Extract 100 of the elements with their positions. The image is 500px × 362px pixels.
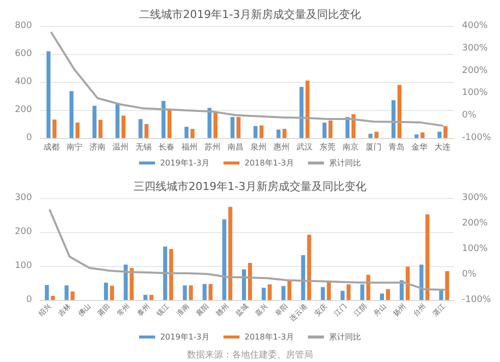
bar bbox=[144, 124, 148, 138]
bar bbox=[230, 117, 234, 138]
y2-tick-label: 100% bbox=[462, 88, 488, 98]
bar bbox=[242, 269, 246, 300]
bar bbox=[320, 287, 325, 300]
y-tick-label: 200 bbox=[14, 227, 32, 237]
source-note: 数据来源：各地住建委、房管局 bbox=[187, 350, 313, 360]
bar bbox=[301, 255, 306, 300]
bar bbox=[340, 290, 345, 300]
bar bbox=[406, 266, 410, 300]
bar bbox=[281, 286, 286, 300]
bar bbox=[162, 100, 166, 138]
bar bbox=[386, 289, 390, 300]
legend-label: 2019年1-3月 bbox=[160, 332, 210, 342]
bar bbox=[444, 126, 448, 138]
bar bbox=[439, 290, 444, 300]
bar bbox=[50, 296, 55, 300]
bar bbox=[368, 134, 372, 138]
bar bbox=[214, 112, 218, 138]
bar bbox=[92, 106, 96, 138]
bar bbox=[208, 108, 212, 138]
chart-title: 二线城市2019年1-3月新房成交量及同比变化 bbox=[139, 8, 361, 21]
x-tick-label: 苏州 bbox=[204, 142, 220, 152]
bar bbox=[307, 234, 312, 300]
bar bbox=[208, 284, 213, 300]
bar bbox=[124, 264, 128, 300]
y-tick-label: 100 bbox=[14, 261, 32, 271]
bar bbox=[398, 84, 402, 138]
bar bbox=[300, 86, 304, 138]
bar bbox=[52, 120, 56, 138]
y-tick-label: 800 bbox=[14, 21, 32, 31]
bar bbox=[262, 288, 266, 300]
x-tick-label: 青岛 bbox=[388, 142, 404, 152]
y2-tick-label: -100% bbox=[462, 295, 492, 305]
y-tick-label: 0 bbox=[26, 133, 32, 143]
bar bbox=[64, 285, 69, 300]
x-tick-label: 南京 bbox=[342, 142, 358, 152]
bar bbox=[222, 219, 226, 300]
bar bbox=[254, 126, 258, 138]
line-series bbox=[50, 32, 444, 127]
bar bbox=[130, 268, 134, 300]
x-tick-label: 南宁 bbox=[66, 142, 82, 152]
bar bbox=[326, 280, 331, 300]
bar bbox=[143, 294, 148, 300]
x-tick-label: 东莞 bbox=[320, 142, 336, 152]
y-tick-label: 300 bbox=[14, 193, 32, 203]
x-tick-label: 福州 bbox=[182, 142, 198, 152]
bar bbox=[366, 274, 370, 300]
bar bbox=[260, 125, 264, 138]
bar bbox=[163, 246, 168, 300]
y2-tick-label: 0% bbox=[462, 110, 477, 121]
bar bbox=[419, 264, 424, 300]
bar bbox=[149, 294, 154, 300]
y2-tick-label: 0% bbox=[462, 270, 477, 280]
bar bbox=[70, 292, 75, 300]
y2-tick-label: 300% bbox=[462, 43, 488, 54]
bar bbox=[306, 80, 310, 138]
legend-label: 2018年1-3月 bbox=[244, 332, 294, 342]
x-tick-label: 泉州 bbox=[250, 142, 266, 152]
bar bbox=[44, 285, 49, 300]
bar bbox=[202, 284, 207, 300]
x-tick-label: 长春 bbox=[158, 142, 174, 152]
bar bbox=[184, 126, 188, 138]
y-tick-label: 400 bbox=[14, 77, 32, 87]
bar bbox=[46, 51, 50, 138]
bar bbox=[328, 120, 332, 138]
bar bbox=[322, 122, 326, 138]
legend-label: 2019年1-3月 bbox=[160, 158, 210, 168]
x-tick-label: 金华 bbox=[412, 142, 428, 152]
bar bbox=[182, 285, 187, 300]
bar bbox=[414, 134, 418, 138]
x-tick-label: 无锡 bbox=[136, 142, 152, 152]
x-tick-label: 大连 bbox=[434, 142, 450, 152]
bar bbox=[282, 128, 286, 138]
bar bbox=[346, 117, 350, 138]
bar bbox=[228, 206, 232, 300]
bar bbox=[352, 114, 356, 138]
y2-tick-label: 400% bbox=[462, 21, 488, 31]
y2-tick-label: 200% bbox=[462, 218, 488, 228]
bar bbox=[236, 117, 240, 138]
x-tick-label: 武汉 bbox=[296, 142, 312, 152]
bar bbox=[76, 122, 80, 138]
chart-title: 三四线城市2019年1-3月新房成交量及同比变化 bbox=[134, 180, 366, 193]
bar bbox=[122, 116, 126, 138]
bar bbox=[110, 286, 114, 300]
x-tick-label: 南昌 bbox=[228, 142, 244, 152]
bar bbox=[70, 91, 74, 138]
bar bbox=[360, 284, 364, 300]
y2-tick-label: 100% bbox=[462, 244, 488, 254]
bar bbox=[420, 132, 424, 138]
x-tick-label: 济南 bbox=[90, 142, 106, 152]
legend-label: 累计同比 bbox=[328, 158, 361, 168]
legend-label: 2018年1-3月 bbox=[244, 158, 294, 168]
x-tick-label: 惠州 bbox=[272, 142, 290, 152]
bar bbox=[168, 108, 172, 138]
x-tick-label: 厦门 bbox=[366, 142, 382, 152]
bar bbox=[190, 128, 194, 138]
bar bbox=[346, 284, 351, 300]
bar bbox=[248, 262, 252, 300]
bar bbox=[276, 130, 280, 138]
